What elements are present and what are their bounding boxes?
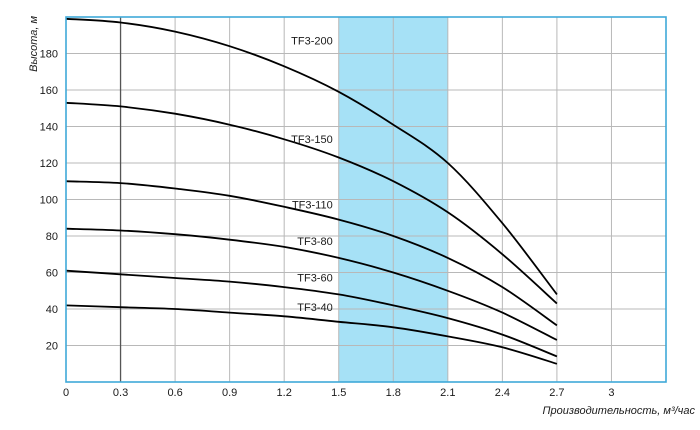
y-tick-label: 160	[40, 85, 58, 97]
y-tick-label: 60	[46, 268, 58, 280]
x-axis-title: Производительность, м³/час	[543, 405, 696, 417]
series-label-tf3-40: TF3-40	[297, 302, 332, 314]
series-line-tf3-60	[65, 269, 558, 358]
x-tick-labels: 0 0.3 0.6 0.9 1.2 1.5 1.8 2.1 2.4 2.7 3	[63, 387, 615, 399]
x-tick-label: 2.7	[549, 387, 564, 399]
y-tick-label: 80	[46, 231, 58, 243]
series-line-tf3-110	[65, 180, 558, 327]
series-label-tf3-150: TF3-150	[291, 134, 333, 146]
y-tick-labels: 20 40 60 80 100 120 140 160 180	[40, 49, 58, 353]
x-tick-label: 3	[608, 387, 614, 399]
series-line-tf3-150	[65, 101, 558, 305]
x-tick-label: 2.1	[440, 387, 455, 399]
series-label-tf3-80: TF3-80	[297, 236, 332, 248]
y-axis-title: Высота, м	[28, 16, 40, 72]
series-line-tf3-80	[65, 227, 558, 341]
y-tick-label: 180	[40, 49, 58, 61]
x-tick-label: 1.2	[277, 387, 292, 399]
grid-lines	[66, 17, 666, 382]
plot-frame	[65, 16, 667, 383]
x-tick-label: 0	[63, 387, 69, 399]
series-label-tf3-110: TF3-110	[292, 200, 333, 212]
series-line-tf3-200	[65, 17, 558, 295]
series-line-tf3-40	[65, 304, 558, 365]
series-label-tf3-200: TF3-200	[291, 35, 333, 47]
series-lines	[65, 17, 558, 365]
series-labels: TF3-200 TF3-150 TF3-110 TF3-80 TF3-60 TF3-40	[291, 35, 333, 313]
x-tick-label: 1.5	[331, 387, 346, 399]
x-tick-label: 0.3	[113, 387, 128, 399]
x-tick-label: 0.9	[222, 387, 237, 399]
y-tick-label: 40	[46, 304, 58, 316]
y-tick-label: 100	[40, 195, 58, 207]
y-tick-label: 20	[46, 341, 58, 353]
y-tick-label: 120	[40, 158, 58, 170]
x-tick-label: 1.8	[386, 387, 401, 399]
series-label-tf3-60: TF3-60	[297, 273, 332, 285]
x-tick-label: 2.4	[495, 387, 510, 399]
x-tick-label: 0.6	[167, 387, 182, 399]
y-tick-label: 140	[40, 122, 58, 134]
